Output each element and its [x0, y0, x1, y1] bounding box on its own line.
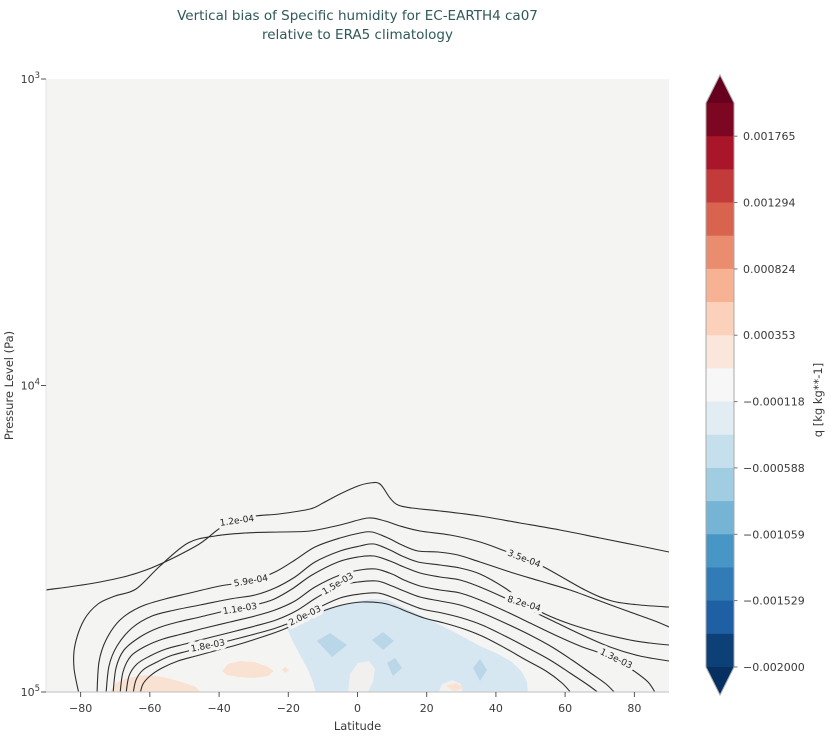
colorbar-tick-label: −0.002000 [743, 661, 805, 674]
contour-line [112, 555, 669, 692]
colorbar-segment [706, 501, 734, 535]
colorbar-segment [706, 401, 734, 436]
negative-bias-fill [286, 599, 528, 692]
colorbar-segment [706, 633, 734, 668]
colorbar-tick-label: −0.001529 [743, 595, 805, 608]
contour-line [46, 481, 669, 591]
colorbar-segment [706, 600, 734, 635]
colorbar-segment [706, 467, 734, 502]
colorbar-tick-label: −0.001059 [743, 528, 805, 541]
negative-bias-fill-dark [372, 632, 394, 650]
colorbar-segment [706, 567, 734, 602]
negative-bias-fill-dark [387, 658, 402, 676]
colorbar-segment [706, 335, 734, 369]
colorbar-segment [706, 235, 734, 270]
x-tick-label: 40 [489, 702, 503, 715]
contour-line [139, 601, 571, 692]
colorbar-tick-label: 0.001765 [743, 130, 796, 143]
contour-line [125, 580, 615, 692]
negative-bias-fill-dark [317, 633, 347, 657]
x-tick-label: 60 [558, 702, 572, 715]
colorbar-tick-label: −0.000118 [743, 396, 805, 409]
colorbar-tick-label: 0.000824 [743, 263, 796, 276]
colorbar-under-arrow [706, 667, 734, 695]
contour-line [73, 517, 669, 692]
chart-title-line1: Vertical bias of Specific humidity for E… [177, 8, 538, 24]
negative-bias-fill-dark [473, 659, 487, 681]
x-tick-label: 80 [627, 702, 641, 715]
colorbar-segment [706, 202, 734, 237]
colorbar-segment [706, 268, 734, 303]
colorbar-segment [706, 368, 734, 402]
neutral-fill-hole [348, 661, 375, 692]
positive-bias-fill [222, 661, 274, 678]
colorbar-segment [706, 302, 734, 336]
colorbar: 0.001765 0.001294 0.000824 0.000353 −0.00011… [705, 73, 825, 697]
y-tick-label: 105 [21, 684, 40, 699]
contour-line [105, 543, 669, 692]
y-axis-title: Pressure Level (Pa) [2, 331, 16, 440]
contour-lines [46, 481, 669, 692]
colorbar-segment [706, 103, 734, 137]
colorbar-tick-label: −0.000588 [743, 462, 805, 475]
colorbar-over-arrow [706, 75, 734, 103]
x-axis-title: Latitude [334, 719, 381, 733]
x-tick-label: 20 [420, 702, 434, 715]
contour-line [132, 592, 599, 692]
plot-background [46, 79, 669, 692]
colorbar-axis-title: q [kg kg**-1] [811, 363, 825, 437]
contour-fills [109, 599, 528, 692]
chart-title: Vertical bias of Specific humidity for E… [46, 7, 669, 45]
y-tick-label: 104 [21, 378, 40, 393]
y-axis: 103 104 105 Pressure Level (Pa) [2, 71, 46, 699]
x-tick-label: 0 [354, 702, 361, 715]
x-tick-label: −20 [277, 702, 300, 715]
x-axis: −80 −60 −40 −20 0 20 40 60 80 Latitude [69, 692, 641, 733]
x-tick-label: −60 [138, 702, 161, 715]
chart-title-line2: relative to ERA5 climatology [261, 27, 453, 43]
colorbar-segment [706, 434, 734, 469]
positive-bias-fill [109, 675, 201, 692]
colorbar-segment [706, 169, 734, 203]
colorbar-segment [706, 534, 734, 568]
colorbar-segment [706, 136, 734, 170]
positive-bias-fill [446, 683, 464, 691]
x-tick-label: −40 [207, 702, 230, 715]
positive-bias-fill [282, 667, 289, 673]
x-tick-label: −80 [69, 702, 92, 715]
colorbar-tick-label: 0.000353 [743, 329, 796, 342]
colorbar-tick-label: 0.001294 [743, 197, 796, 210]
contour-line [119, 568, 656, 692]
contour-line [96, 531, 669, 692]
y-tick-label: 103 [21, 71, 40, 86]
